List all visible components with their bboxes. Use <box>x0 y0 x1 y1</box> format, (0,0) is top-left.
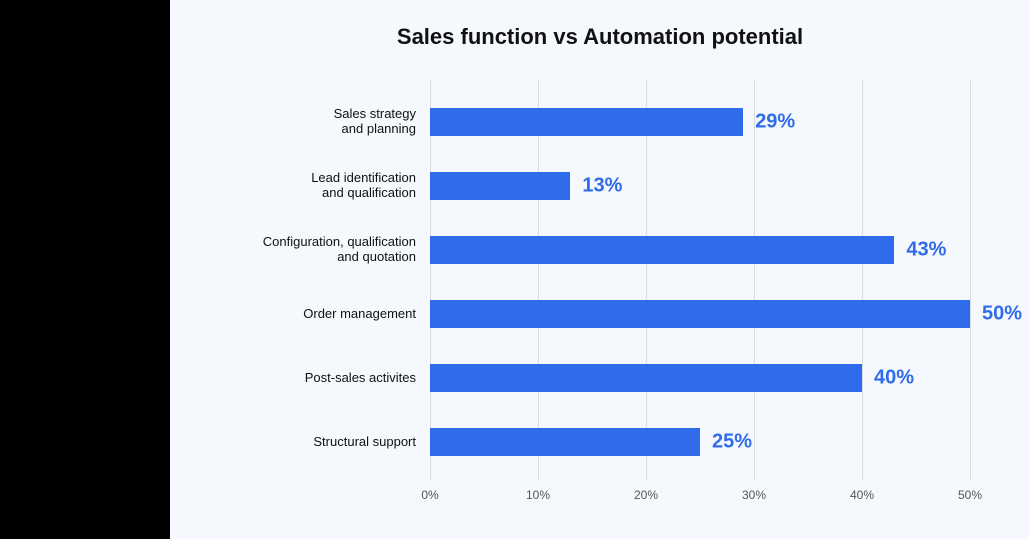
chart-bar-value: 50% <box>982 303 1022 326</box>
chart-title: Sales function vs Automation potential <box>170 24 1030 50</box>
chart-y-label: Lead identificationand qualification <box>216 171 416 201</box>
chart-panel: Sales function vs Automation potential 2… <box>170 0 1030 539</box>
chart-plot-area: 29% 13% 43% 50% 40% 25% <box>430 80 970 480</box>
chart-bar <box>430 428 700 456</box>
chart-y-label-line: and planning <box>216 122 416 137</box>
chart-y-label-line: Post-sales activites <box>216 371 416 386</box>
chart-gridline <box>862 80 863 480</box>
chart-gridline <box>754 80 755 480</box>
chart-gridline <box>430 80 431 480</box>
chart-bar-row: 50% <box>430 300 970 328</box>
chart-bar-row: 29% <box>430 108 970 136</box>
chart-y-label-line: and quotation <box>216 250 416 265</box>
chart-gridline <box>970 80 971 480</box>
chart-y-label-line: Configuration, qualification <box>216 235 416 250</box>
chart-gridline <box>646 80 647 480</box>
chart-bar-value: 25% <box>712 431 752 454</box>
chart-x-tick-label: 30% <box>742 488 766 502</box>
chart-x-tick-label: 20% <box>634 488 658 502</box>
chart-x-tick-label: 40% <box>850 488 874 502</box>
chart-bar-row: 40% <box>430 364 970 392</box>
chart-y-label: Sales strategyand planning <box>216 107 416 137</box>
chart-y-label-line: Sales strategy <box>216 107 416 122</box>
left-black-strip <box>0 0 170 539</box>
chart-bar <box>430 108 743 136</box>
chart-y-label-line: Lead identification <box>216 171 416 186</box>
chart-bar-value: 13% <box>582 175 622 198</box>
chart-bar <box>430 364 862 392</box>
chart-bar-value: 40% <box>874 367 914 390</box>
chart-bar-row: 25% <box>430 428 970 456</box>
chart-y-label: Post-sales activites <box>216 371 416 386</box>
chart-bar <box>430 172 570 200</box>
chart-y-label: Order management <box>216 307 416 322</box>
chart-y-label-line: Order management <box>216 307 416 322</box>
chart-x-tick-label: 10% <box>526 488 550 502</box>
chart-y-label-line: Structural support <box>216 435 416 450</box>
chart-y-label-line: and qualification <box>216 186 416 201</box>
chart-bar <box>430 236 894 264</box>
chart-bar-value: 29% <box>755 111 795 134</box>
chart-y-label: Structural support <box>216 435 416 450</box>
chart-bar-row: 43% <box>430 236 970 264</box>
page-root: Sales function vs Automation potential 2… <box>0 0 1030 539</box>
chart-bar <box>430 300 970 328</box>
chart-x-tick-label: 50% <box>958 488 982 502</box>
chart-gridline <box>538 80 539 480</box>
chart-bar-value: 43% <box>906 239 946 262</box>
chart-y-label: Configuration, qualificationand quotatio… <box>216 235 416 265</box>
chart-x-tick-label: 0% <box>421 488 438 502</box>
chart-bar-row: 13% <box>430 172 970 200</box>
